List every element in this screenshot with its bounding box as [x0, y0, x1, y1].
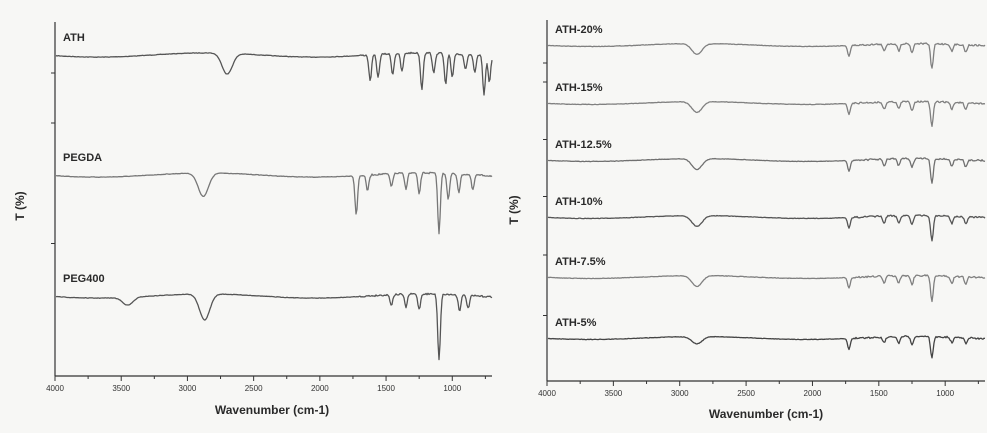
left-y-axis-title: T (%) — [13, 191, 27, 220]
left-x-tick-label: 2500 — [245, 384, 263, 393]
right-x-tick-label: 3000 — [671, 389, 689, 398]
left-x-tick-label: 3500 — [112, 384, 130, 393]
spectrum-ath-5pct — [547, 335, 986, 359]
series-label-ath-15pct: ATH-15% — [555, 82, 603, 94]
series-label-pegda: PEGDA — [63, 152, 102, 164]
series-label-ath-7-5pct: ATH-7.5% — [555, 256, 606, 268]
right-x-tick-label: 4000 — [538, 389, 556, 398]
right-x-tick-label: 2500 — [737, 389, 755, 398]
left-x-tick-label: 4000 — [46, 384, 64, 393]
series-label-ath-10pct: ATH-10% — [555, 196, 603, 208]
spectrum-pegda — [55, 171, 493, 235]
right-x-tick-label: 1000 — [936, 389, 954, 398]
right-x-tick-label: 1500 — [870, 389, 888, 398]
spectrum-ath-12-5pct — [548, 157, 986, 184]
series-label-ath-20pct: ATH-20% — [555, 24, 603, 36]
series-label-ath-12-5pct: ATH-12.5% — [555, 139, 612, 151]
left-x-tick-label: 2000 — [311, 384, 329, 393]
left-x-tick-label: 1500 — [377, 384, 395, 393]
right-spectra-panel: Wavenumber (cm-1) T (%) 4000 3500 3000 2500… — [507, 20, 986, 421]
left-x-tick-label: 3000 — [179, 384, 197, 393]
series-label-peg400: PEG400 — [63, 273, 105, 285]
right-y-axis-title: T (%) — [507, 195, 521, 224]
right-x-tick-label: 2000 — [804, 389, 822, 398]
spectrum-ath-7-5pct — [547, 274, 986, 303]
spectrum-ath-15pct — [548, 100, 986, 128]
left-x-axis-title: Wavenumber (cm-1) — [215, 403, 329, 417]
spectrum-peg400 — [55, 292, 493, 361]
left-x-tick-label: 1000 — [443, 384, 461, 393]
series-label-ath: ATH — [63, 32, 85, 44]
left-spectra-panel: Wavenumber (cm-1) T (%) 4000 3500 3000 2500… — [13, 22, 493, 417]
spectrum-ath-10pct — [547, 214, 986, 242]
spectrum-ath — [55, 51, 493, 96]
right-x-tick-label: 3500 — [604, 389, 622, 398]
right-x-axis-title: Wavenumber (cm-1) — [709, 407, 823, 421]
spectrum-ath-20pct — [547, 42, 986, 69]
series-label-ath-5pct: ATH-5% — [555, 317, 597, 329]
